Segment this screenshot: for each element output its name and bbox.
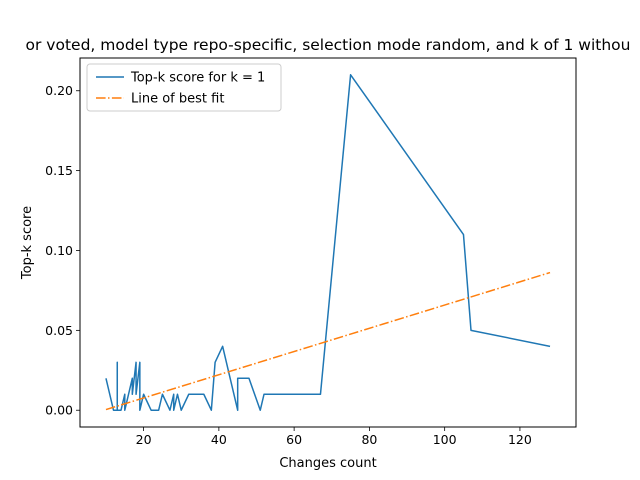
x-tick-label: 80 (361, 432, 377, 447)
legend: Top-k score for k = 1 Line of best fit (86, 63, 282, 112)
y-axis: 0.00 0.05 0.10 0.15 0.20 (45, 83, 80, 418)
x-tick-label: 120 (508, 432, 532, 447)
x-tick-label: 20 (136, 432, 152, 447)
series-line-1 (105, 271, 551, 411)
x-axis: 20 40 60 80 100 120 (136, 427, 532, 447)
x-tick-label: 100 (433, 432, 457, 447)
y-tick-label: 0.10 (45, 243, 73, 258)
x-tick-label: 60 (286, 432, 302, 447)
x-tick-label: 40 (211, 432, 227, 447)
y-tick-label: 0.15 (45, 163, 73, 178)
series-line-0 (105, 74, 551, 411)
chart-title: or voted, model type repo-specific, sele… (26, 36, 631, 54)
axes-frame (79, 57, 577, 428)
x-axis-label: Changes count (279, 456, 376, 471)
y-tick-label: 0.00 (45, 403, 73, 418)
legend-label-1: Line of best fit (131, 92, 224, 107)
legend-label-0: Top-k score for k = 1 (130, 71, 265, 86)
y-tick-label: 0.05 (45, 323, 73, 338)
y-tick-label: 0.20 (45, 83, 73, 98)
legend-box (86, 63, 282, 112)
y-axis-label: Top-k score (20, 206, 35, 280)
